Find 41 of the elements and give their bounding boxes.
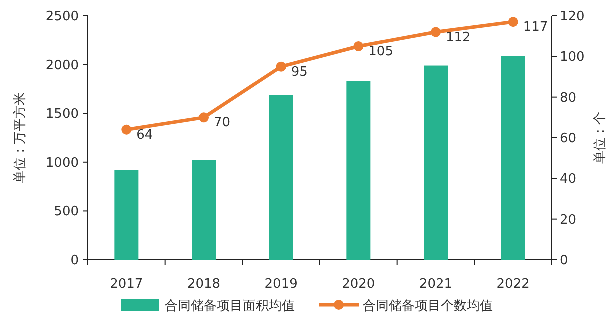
y2-axis-title: 单位：个 xyxy=(593,112,608,164)
data-label: 112 xyxy=(446,30,471,46)
bar xyxy=(269,95,294,260)
bar xyxy=(192,160,216,260)
y2-tick-label: 20 xyxy=(560,212,577,228)
y2-tick-label: 0 xyxy=(560,254,568,268)
point xyxy=(508,17,518,28)
y2-tick-label: 120 xyxy=(560,10,585,24)
legend-label: 合同储备项目个数均值 xyxy=(363,299,493,314)
y-tick-label: 2500 xyxy=(46,10,79,24)
y2-tick-label: 40 xyxy=(560,172,577,188)
x-tick-label: 2022 xyxy=(496,277,530,292)
bar xyxy=(501,56,526,260)
x-tick-label: 2017 xyxy=(110,277,144,292)
y2-tick-label: 100 xyxy=(560,50,585,66)
x-tick-label: 2021 xyxy=(419,277,453,292)
legend-label: 合同储备项目面积均值 xyxy=(165,299,295,314)
point xyxy=(199,112,209,123)
y-tick-label: 2000 xyxy=(46,58,79,74)
x-tick-label: 2020 xyxy=(342,277,376,292)
x-tick-label: 2019 xyxy=(264,277,298,292)
y2-tick-label: 80 xyxy=(560,90,577,106)
data-label: 105 xyxy=(368,44,394,60)
y-tick-label: 500 xyxy=(54,204,79,220)
x-tick-label: 2018 xyxy=(187,277,221,292)
data-label: 95 xyxy=(291,64,308,80)
data-label: 117 xyxy=(523,20,548,36)
y-tick-label: 1500 xyxy=(46,107,79,122)
y-tick-label: 0 xyxy=(70,254,79,268)
bar xyxy=(346,81,371,260)
data-label: 64 xyxy=(136,128,154,143)
data-label: 70 xyxy=(214,116,231,131)
bar xyxy=(114,170,139,260)
point xyxy=(122,124,132,135)
point xyxy=(431,27,441,38)
point xyxy=(276,62,286,72)
point xyxy=(354,42,364,52)
y-tick-label: 1000 xyxy=(46,156,79,171)
y-axis-title: 单位：万平方米 xyxy=(12,92,28,184)
y2-tick-label: 60 xyxy=(560,132,577,146)
bar xyxy=(424,66,448,260)
